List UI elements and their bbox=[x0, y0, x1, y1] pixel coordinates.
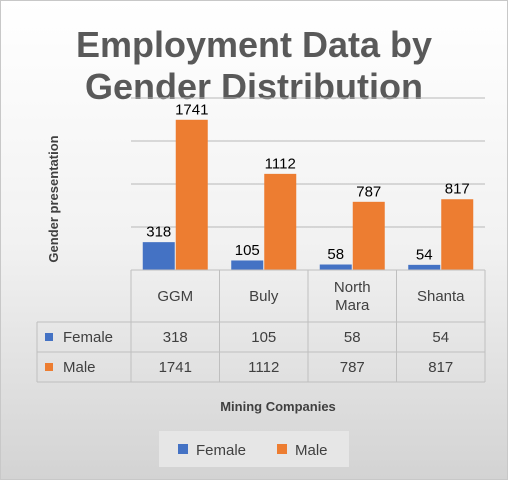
bar-female bbox=[231, 260, 264, 271]
category-label: Mara bbox=[335, 297, 370, 314]
bar-male bbox=[352, 201, 385, 271]
data-label-male: 817 bbox=[445, 181, 470, 198]
bar-male bbox=[441, 199, 474, 271]
legend-label-female: Female bbox=[196, 442, 246, 459]
table-cell-value: 318 bbox=[163, 329, 188, 346]
bar-male bbox=[175, 119, 208, 271]
bar-female bbox=[408, 264, 441, 271]
data-label-male: 1112 bbox=[265, 155, 296, 172]
category-label: Shanta bbox=[417, 288, 465, 305]
table-cell-value: 54 bbox=[432, 329, 449, 346]
table-cell-value: 1741 bbox=[159, 359, 192, 376]
data-label-female: 105 bbox=[235, 242, 260, 259]
data-label-female: 318 bbox=[146, 224, 171, 241]
data-label-female: 58 bbox=[327, 246, 344, 263]
category-label: North bbox=[334, 279, 371, 296]
legend-key-female bbox=[178, 444, 188, 454]
legend-box bbox=[159, 431, 349, 467]
chart-title-line-2: Gender Distribution bbox=[85, 66, 423, 107]
table-cell-value: 105 bbox=[251, 329, 276, 346]
data-label-male: 1741 bbox=[175, 101, 208, 118]
data-label-female: 54 bbox=[416, 246, 433, 263]
chart-title-line-1: Employment Data by bbox=[76, 24, 432, 65]
table-series-name-male: Male bbox=[63, 359, 96, 376]
legend-key-male bbox=[277, 444, 287, 454]
table-cell-value: 1112 bbox=[248, 359, 279, 376]
x-axis-label: Mining Companies bbox=[220, 399, 336, 414]
bar-female bbox=[319, 264, 352, 271]
y-axis-label: Gender presentation bbox=[46, 135, 61, 262]
table-cell-value: 817 bbox=[428, 359, 453, 376]
table-legend-key-male bbox=[45, 363, 53, 371]
table-cell-value: 58 bbox=[344, 329, 361, 346]
bar-female bbox=[142, 242, 175, 271]
table-legend-key-female bbox=[45, 333, 53, 341]
table-series-name-female: Female bbox=[63, 329, 113, 346]
category-label: GGM bbox=[157, 288, 193, 305]
legend-label-male: Male bbox=[295, 442, 328, 459]
data-label-male: 787 bbox=[356, 183, 381, 200]
bar-male bbox=[264, 173, 297, 271]
category-label: Buly bbox=[249, 288, 279, 305]
table-cell-value: 787 bbox=[340, 359, 365, 376]
